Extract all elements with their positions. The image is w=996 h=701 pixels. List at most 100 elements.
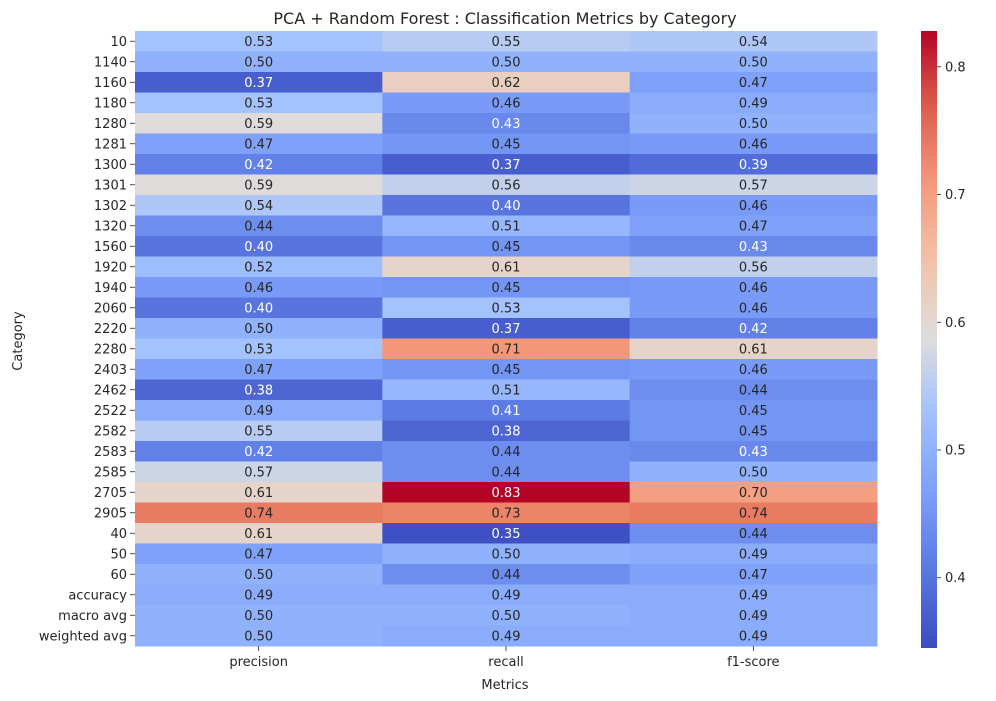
- heatmap-cell: [135, 318, 383, 339]
- y-tick-label: macro avg: [58, 609, 127, 624]
- heatmap-cell: [382, 174, 631, 196]
- heatmap-cell: [135, 338, 383, 360]
- heatmap-cell: [629, 92, 878, 114]
- cell-value-label: 0.54: [244, 199, 273, 214]
- cell-value-label: 0.45: [492, 281, 521, 296]
- heatmap-cell: [135, 133, 383, 155]
- y-axis-label: Category: [11, 311, 26, 371]
- cell-value-label: 0.40: [244, 301, 273, 316]
- heatmap-cell: [135, 359, 383, 380]
- x-axis-label: Metrics: [481, 678, 528, 693]
- cell-value-label: 0.44: [739, 383, 768, 398]
- cell-value-label: 0.50: [739, 465, 768, 480]
- heatmap-cell: [135, 154, 383, 175]
- cell-value-label: 0.50: [244, 609, 273, 624]
- y-tick-label: 2403: [94, 363, 127, 378]
- heatmap-cell: [629, 482, 878, 503]
- y-tick-label: 1281: [94, 137, 127, 152]
- heatmap-cell: [382, 523, 631, 544]
- cell-value-label: 0.49: [739, 588, 768, 603]
- heatmap-cell: [382, 482, 631, 503]
- y-tick-label: 1320: [94, 219, 127, 234]
- heatmap-cell: [629, 461, 878, 483]
- heatmap-cell: [629, 502, 878, 524]
- cell-value-label: 0.83: [492, 486, 521, 501]
- heatmap-cell: [629, 236, 878, 257]
- heatmap-cell: [135, 297, 383, 319]
- cell-value-label: 0.46: [739, 301, 768, 316]
- heatmap-cell: [382, 441, 631, 462]
- cell-value-label: 0.62: [492, 76, 521, 91]
- colorbar-ticks: 0.4 0.5 0.6 0.7 0.8: [937, 60, 966, 586]
- heatmap-cell: [382, 605, 631, 626]
- y-tick-labels: 10 1140 1160 1180 1280 1281 1300 1301 1302 1320 15…: [39, 35, 135, 644]
- y-tick-label: 1301: [94, 178, 127, 193]
- y-tick-label: weighted avg: [39, 629, 127, 644]
- heatmap-cell: [382, 133, 631, 155]
- y-tick-label: 1920: [94, 260, 127, 275]
- y-tick-label: 2585: [94, 465, 127, 480]
- colorbar-tick-label: 0.7: [945, 188, 966, 203]
- cell-value-label: 0.44: [244, 219, 273, 234]
- cell-value-label: 0.49: [739, 629, 768, 644]
- cell-value-label: 0.37: [492, 322, 521, 337]
- cell-value-label: 0.45: [492, 240, 521, 255]
- cell-value-label: 0.61: [739, 342, 768, 357]
- cell-value-label: 0.55: [244, 424, 273, 439]
- cell-value-label: 0.39: [739, 158, 768, 173]
- heatmap-cell: [382, 584, 631, 606]
- y-tick-label: accuracy: [68, 588, 127, 603]
- cell-value-label: 0.40: [492, 199, 521, 214]
- cell-value-label: 0.47: [739, 219, 768, 234]
- cell-value-label: 0.50: [492, 55, 521, 70]
- cell-value-label: 0.50: [739, 117, 768, 132]
- heatmap-cell: [629, 154, 878, 175]
- heatmap-cell: [629, 359, 878, 380]
- heatmap-cell: [629, 31, 878, 52]
- heatmap-cell: [629, 174, 878, 196]
- heatmap-cell: [382, 236, 631, 257]
- cell-value-label: 0.53: [244, 342, 273, 357]
- heatmap-cells: 0.53 0.55 0.54 0.50 0.50 0.50 0.37 0.62 0.47 0.53…: [135, 31, 878, 647]
- colorbar-tick-label: 0.5: [945, 443, 966, 458]
- y-tick-label: 1302: [94, 199, 127, 214]
- cell-value-label: 0.49: [244, 404, 273, 419]
- heatmap-cell: [135, 72, 383, 93]
- cell-value-label: 0.44: [492, 445, 521, 460]
- cell-value-label: 0.43: [492, 117, 521, 132]
- chart-title: PCA + Random Forest : Classification Met…: [273, 9, 736, 28]
- cell-value-label: 0.50: [244, 322, 273, 337]
- cell-value-label: 0.35: [492, 527, 521, 542]
- cell-value-label: 0.53: [244, 96, 273, 111]
- heatmap-cell: [135, 277, 383, 298]
- heatmap-cell: [382, 400, 631, 421]
- cell-value-label: 0.45: [739, 424, 768, 439]
- heatmap-cell: [135, 605, 383, 626]
- y-tick-label: 50: [110, 547, 127, 562]
- heatmap-cell: [382, 359, 631, 380]
- y-tick-label: 1140: [94, 55, 127, 70]
- heatmap-cell: [382, 297, 631, 319]
- heatmap-cell: [382, 502, 631, 524]
- heatmap-cell: [382, 154, 631, 175]
- heatmap-cell: [382, 338, 631, 360]
- heatmap-cell: [135, 523, 383, 544]
- heatmap-cell: [135, 174, 383, 196]
- cell-value-label: 0.41: [492, 404, 521, 419]
- y-tick-label: 1160: [94, 76, 127, 91]
- y-tick-label: 1300: [94, 158, 127, 173]
- y-tick-label: 2582: [94, 424, 127, 439]
- heatmap-cell: [135, 256, 383, 278]
- heatmap-cell: [629, 379, 878, 401]
- heatmap-cell: [135, 564, 383, 585]
- heatmap-cell: [382, 564, 631, 585]
- cell-value-label: 0.51: [492, 383, 521, 398]
- y-tick-label: 2280: [94, 342, 127, 357]
- colorbar-tick-label: 0.8: [945, 60, 966, 75]
- y-tick-label: 2220: [94, 322, 127, 337]
- heatmap-cell: [135, 31, 383, 52]
- cell-value-label: 0.54: [739, 35, 768, 50]
- heatmap-cell: [135, 92, 383, 114]
- heatmap-cell: [135, 400, 383, 421]
